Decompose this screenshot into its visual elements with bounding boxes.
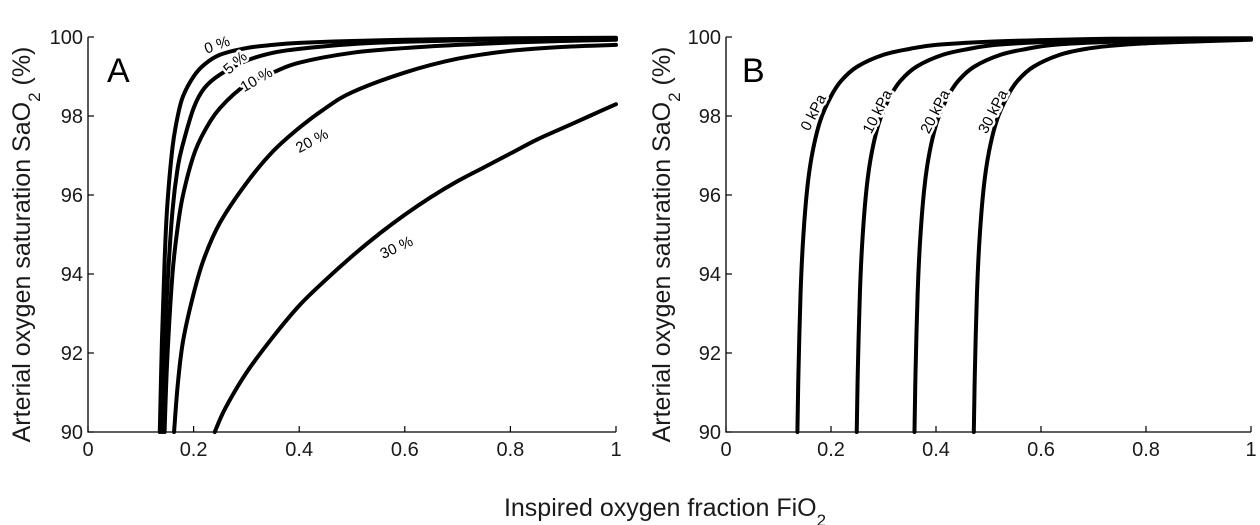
panel-a-y-tick-label: 98: [61, 106, 83, 128]
panel-a-x-tick-label: 0.6: [391, 439, 419, 461]
panel-b-curve-label-1: 10 kPa: [860, 87, 897, 137]
panel-a-y-axis-title: Arterial oxygen saturation SaO2 (%): [8, 47, 44, 443]
panel-a-y-tick-label: 100: [50, 27, 83, 49]
panel-b-series-line-1: [854, 36, 1253, 434]
panel-b-series-line-3: [971, 37, 1253, 434]
panel-b-x-tick-label: 0.6: [1027, 439, 1055, 461]
panel-b-y-axis-title: Arterial oxygen saturation SaO2 (%): [648, 47, 684, 443]
panel-b-letter: B: [742, 52, 765, 90]
panel-b-x-tick-label: 0.4: [922, 439, 950, 461]
panel-a-letter: A: [107, 52, 130, 90]
panel-b-x-tick-label: 1: [1245, 439, 1256, 461]
panel-a-series-line-3: [172, 42, 618, 434]
panel-a-x-tick-label: 0.8: [496, 439, 524, 461]
panel-a-y-tick-label: 94: [61, 264, 83, 286]
panel-a-series-line-2: [162, 37, 618, 434]
panel-b-y-tick-label: 98: [699, 106, 721, 128]
panel-b-x-tick-label: 0.8: [1132, 439, 1160, 461]
panel-b-x-tick-label: 0: [720, 439, 731, 461]
panel-a-series-line-1: [159, 36, 618, 434]
x-axis-title-subscript: 2: [817, 511, 826, 525]
panel-a: 0 0.2 0.4 0.6 0.8 1 90 92 94 96 98 100 Arterial oxyg…: [8, 27, 622, 461]
panel-b-series-line-2: [912, 36, 1253, 434]
panel-a-x-tick-label: 0.2: [180, 439, 208, 461]
panel-a-x-tick-label: 0: [82, 439, 93, 461]
panel-a-x-tick-label: 0.4: [285, 439, 313, 461]
panel-a-y-tick-label: 90: [61, 422, 83, 444]
panel-b-y-tick-label: 92: [699, 343, 721, 365]
panel-b-series-line-0: [795, 36, 1253, 434]
panel-b-y-tick-label: 94: [699, 264, 721, 286]
panel-a-curve-label-4: 30 %: [378, 233, 416, 263]
panel-b-y-tick-label: 90: [699, 422, 721, 444]
panel-a-series-line-4: [212, 102, 618, 434]
panel-b-y-tick-label: 100: [688, 27, 721, 49]
panel-b-y-tick-label: 96: [699, 185, 721, 207]
panel-a-y-tick-label: 92: [61, 343, 83, 365]
x-axis-title: Inspired oxygen fraction FiO2: [504, 494, 826, 525]
panel-b-curve-label-3: 30 kPa: [975, 87, 1012, 137]
panel-b-x-tick-label: 0.2: [817, 439, 845, 461]
panel-a-y-tick-label: 96: [61, 185, 83, 207]
panel-a-x-tick-label: 1: [610, 439, 621, 461]
panel-a-curve-label-2: 10 %: [238, 64, 276, 96]
panel-b-curve-label-2: 20 kPa: [917, 87, 954, 137]
